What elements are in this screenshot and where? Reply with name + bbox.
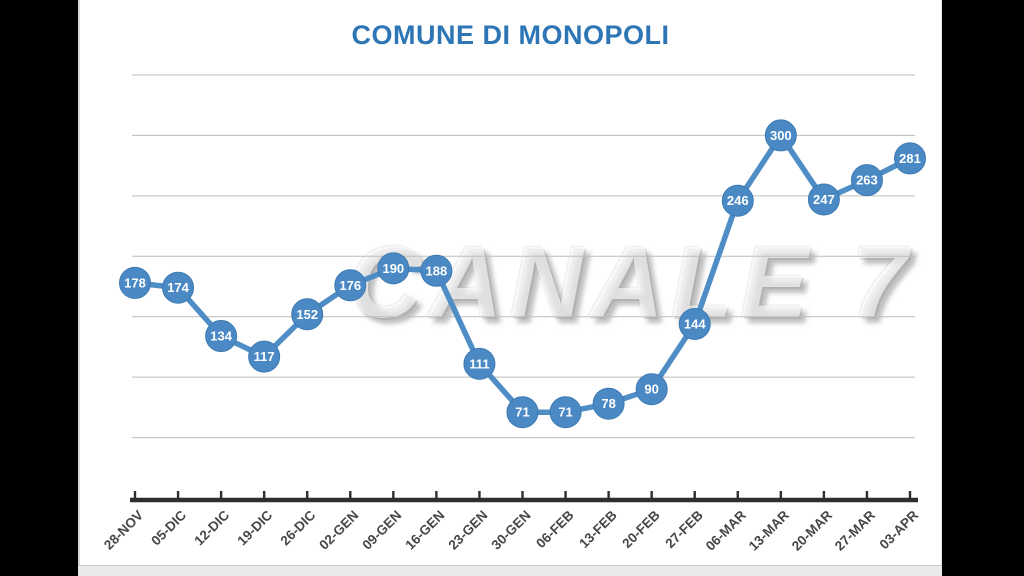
letterbox-right [942, 0, 1024, 576]
data-point-label: 71 [515, 405, 529, 420]
x-axis-label: 12-DIC [191, 507, 232, 548]
data-point-label: 188 [426, 263, 448, 278]
x-axis-label: 06-MAR [703, 507, 749, 553]
x-axis-label: 20-FEB [619, 507, 663, 551]
x-axis-label: 27-MAR [832, 507, 878, 553]
data-point-label: 71 [558, 405, 572, 420]
data-point-marker [635, 373, 668, 406]
data-line [132, 132, 913, 415]
data-point-label: 144 [684, 316, 706, 331]
data-point-label: 176 [339, 278, 361, 293]
data-point-marker [205, 320, 238, 353]
data-point-label: 78 [601, 396, 615, 411]
data-point-label: 281 [899, 151, 921, 166]
data-point-marker [678, 307, 711, 340]
x-axis-label: 03-APR [877, 507, 922, 552]
x-axis-label: 16-GEN [402, 508, 447, 553]
x-axis-label: 20-MAR [789, 507, 835, 553]
x-axis-label: 28-NOV [101, 508, 146, 553]
data-point-label: 90 [644, 382, 658, 397]
data-point-label: 190 [382, 261, 404, 276]
data-point-label: 263 [856, 173, 878, 188]
x-axis-label: 09-GEN [359, 508, 404, 553]
data-point-label: 300 [770, 128, 792, 143]
data-point-marker [248, 340, 281, 373]
chart-title: COMUNE DI MONOPOLI [351, 20, 670, 50]
data-point-marker [764, 119, 797, 152]
data-point-label: 174 [167, 280, 189, 295]
x-axis-label: 13-FEB [576, 507, 620, 551]
x-axis-label: 13-MAR [746, 507, 792, 553]
data-point-label: 246 [727, 193, 749, 208]
data-point-marker [850, 164, 883, 197]
x-axis-label: 30-GEN [489, 508, 534, 553]
data-point-marker [291, 298, 324, 331]
data-point-marker [592, 387, 625, 420]
letterbox-left [0, 0, 78, 576]
x-axis-label: 23-GEN [445, 508, 490, 553]
x-axis-label: 05-DIC [148, 507, 189, 548]
x-axis-label: 06-FEB [533, 507, 577, 551]
data-point-marker [549, 396, 582, 429]
x-axis-label: 27-FEB [662, 507, 706, 551]
x-axis-label: 19-DIC [234, 507, 275, 548]
x-axis-label: 26-DIC [277, 507, 318, 548]
data-point-marker [420, 254, 453, 287]
data-point-label: 247 [813, 192, 835, 207]
data-point-marker [894, 142, 926, 175]
data-point-marker [334, 269, 367, 302]
data-point-label: 178 [124, 275, 146, 290]
data-point-marker [377, 252, 410, 285]
data-point-marker [119, 266, 151, 299]
bottom-strip [78, 565, 942, 576]
data-point-marker [463, 347, 496, 380]
data-point-label: 134 [210, 329, 232, 344]
x-axis-label: 02-GEN [316, 508, 361, 553]
data-point-marker [162, 271, 195, 304]
data-point-label: 117 [254, 349, 275, 364]
data-point-marker [506, 396, 539, 429]
data-point-label: 111 [469, 356, 489, 371]
data-point-label: 152 [296, 307, 318, 322]
data-point-marker [721, 184, 754, 217]
data-point-marker [807, 183, 840, 216]
